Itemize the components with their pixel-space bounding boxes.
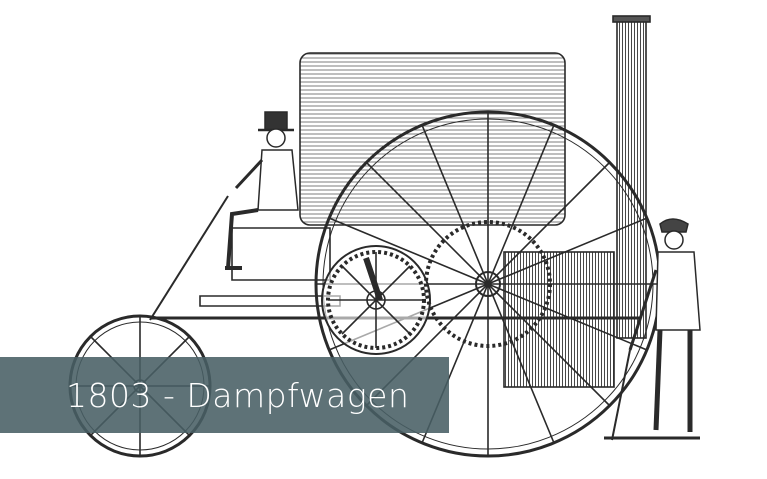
caption-banner: 1803 - Dampfwagen [0,357,449,433]
chimney [616,17,647,339]
gear-wheel-left [321,245,431,355]
caption-text: 1803 - Dampfwagen [66,375,410,415]
gear-wheel-center [424,220,552,348]
stoker-figure [604,218,701,441]
boiler-body [299,52,566,226]
driver-figure [225,111,299,270]
